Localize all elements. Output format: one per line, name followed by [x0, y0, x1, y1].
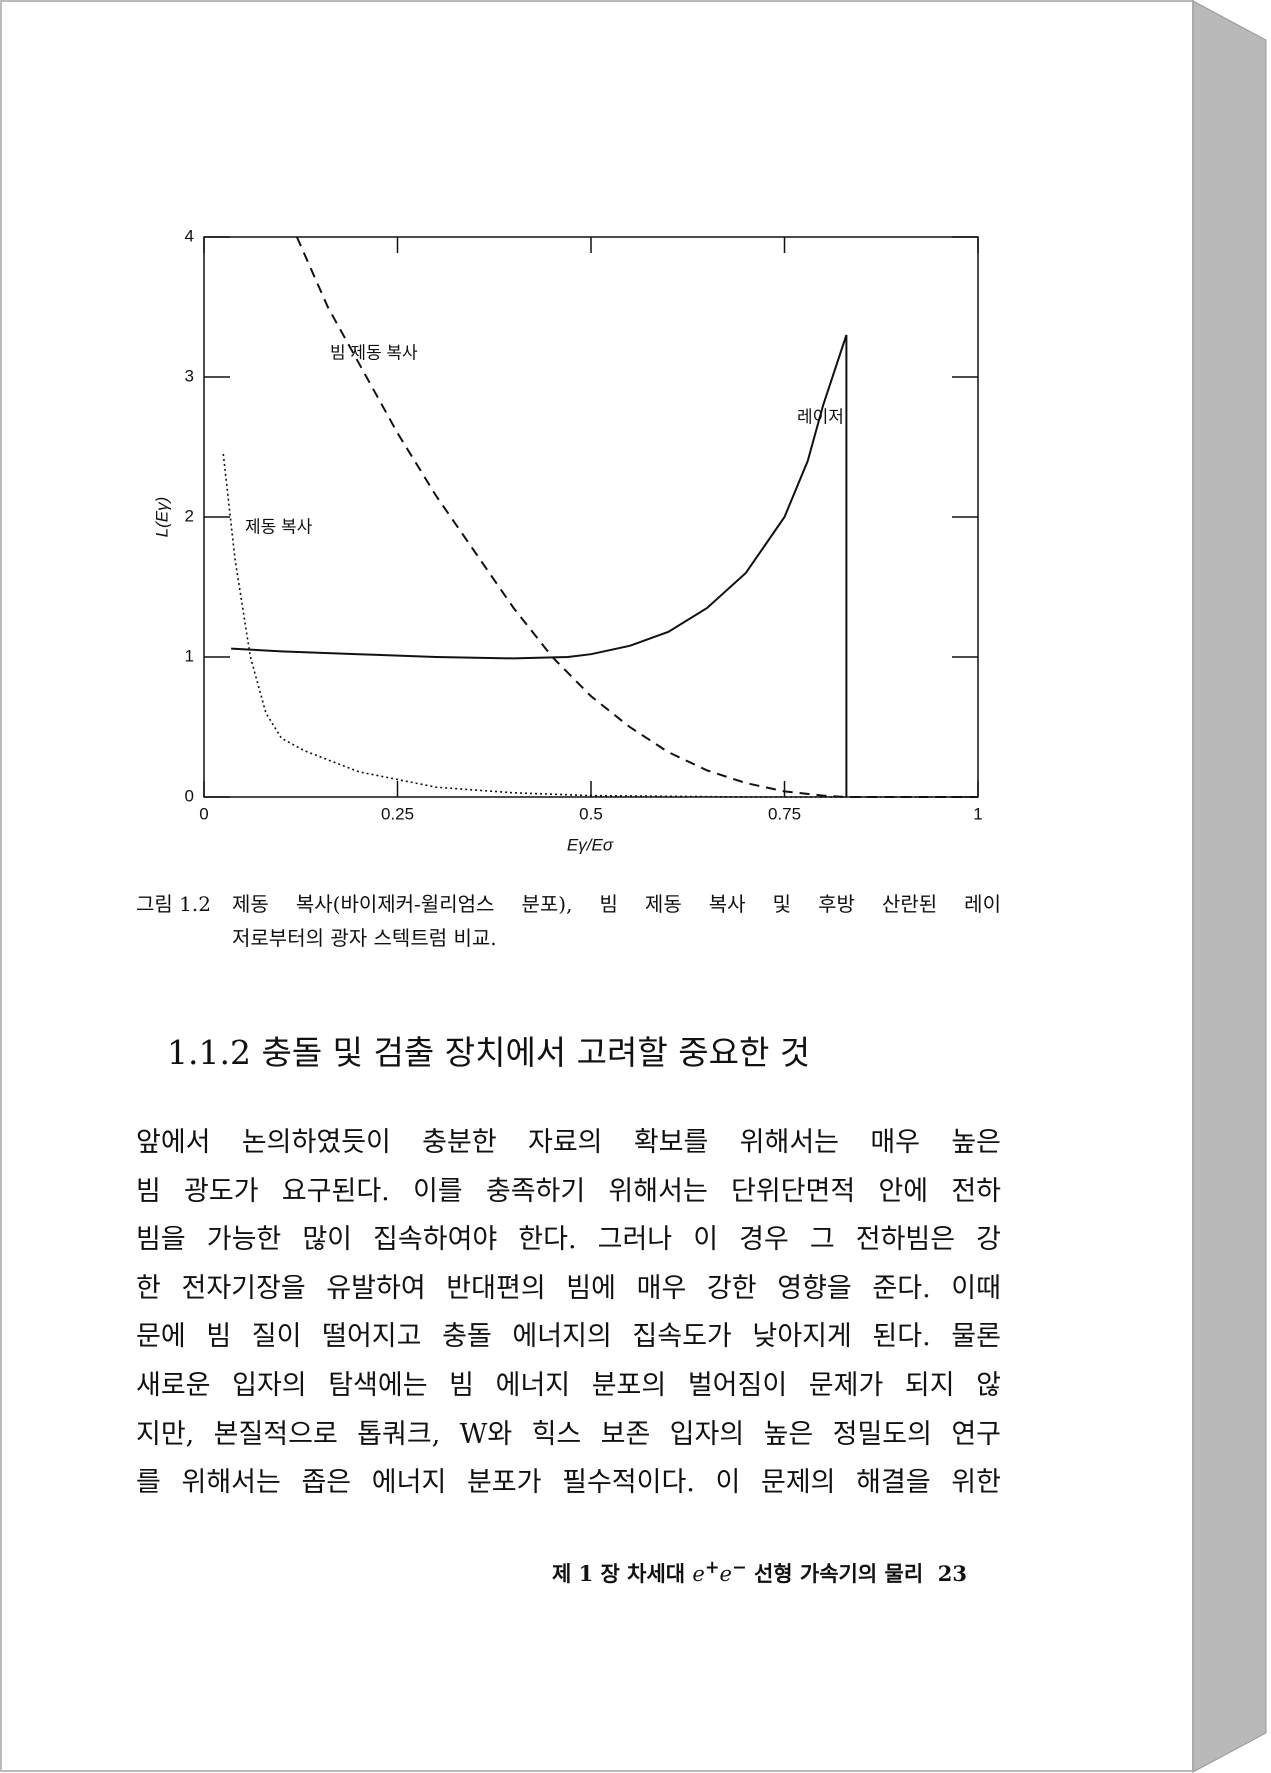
x-tick-label: 1: [973, 804, 982, 823]
series-label: 빔 제동 복사: [330, 343, 418, 362]
series-line: [231, 334, 848, 797]
footer-title: 선형 가속기의 물리: [753, 1561, 924, 1586]
series-line: [222, 453, 978, 798]
chart: Eγ/Eσ L(Eγ) 0 1 2 3 4 0 0.25 0.5 0.75 1 레이저 빔 제동 복사…: [152, 226, 982, 854]
section-heading: 1.1.2 충돌 및 검출 장치에서 고려할 중요한 것: [167, 1033, 811, 1072]
x-tick-label: 0.75: [768, 804, 801, 823]
body-line: 앞에서 논의하였듯이 충분한 자료의 확보를 위해서는 매우 높은: [136, 1127, 1001, 1158]
page-sheet: [0, 0, 1194, 1772]
body-line: 한 전자기장을 유발하여 반대편의 빔에 매우 강한 영향을 준다. 이때: [136, 1272, 1001, 1304]
footer-formula: −: [731, 1558, 747, 1578]
body-line: 빔을 가능한 많이 집속하여야 한다. 그러나 이 경우 그 전하빔은 강: [136, 1224, 1001, 1256]
footer-chapter: 제 1 장 차세대: [551, 1561, 686, 1586]
caption-line: 제동 복사(바이제커-윌리엄스 분포), 빔 제동 복사 및 후방 산란된 레이: [232, 892, 1001, 916]
plot-frame: [203, 236, 979, 798]
body-line: 를 위해서는 좁은 에너지 분포가 필수적이다. 이 문제의 해결을 위한: [136, 1467, 1001, 1499]
series-label: 레이저: [797, 407, 844, 426]
footer-formula: +: [704, 1558, 720, 1578]
y-tick-label: 3: [185, 366, 194, 385]
y-tick-label: 4: [185, 226, 194, 245]
x-tick-label: 0: [199, 804, 208, 823]
y-tick-label: 2: [185, 506, 194, 525]
caption-label: 그림 1.2: [136, 892, 211, 916]
page-edge: [1192, 0, 1267, 1773]
body-line: 빔 광도가 요구된다. 이를 충족하기 위해서는 단위단면적 안에 전하: [136, 1175, 1001, 1207]
series-line: [295, 236, 978, 798]
x-tick-label: 0.5: [579, 804, 603, 823]
body-line: 새로운 입자의 탐색에는 빔 에너지 분포의 벌어짐이 문제가 되지 않: [136, 1370, 1001, 1401]
x-axis-label: Eγ/Eσ: [567, 835, 614, 854]
y-tick-label: 0: [185, 786, 194, 805]
x-tick-label: 0.25: [381, 804, 414, 823]
body-line: 문에 빔 질이 떨어지고 충돌 에너지의 집속도가 낮아지게 된다. 물론: [136, 1321, 1001, 1353]
page-number: 23: [937, 1561, 967, 1586]
caption-line: 저로부터의 광자 스텍트럼 비교.: [232, 926, 497, 950]
footer-formula: e: [692, 1562, 705, 1586]
series-label: 제동 복사: [245, 517, 313, 536]
y-tick-label: 1: [185, 646, 194, 665]
footer-formula: e: [719, 1562, 732, 1586]
body-line: 지만, 본질적으로 톱쿼크, W와 힉스 보존 입자의 높은 정밀도의 연구: [136, 1418, 1001, 1450]
running-footer: 제 1 장 차세대 e+e− 선형 가속기의 물리 23: [552, 1558, 967, 1588]
y-axis-label: L(Eγ): [152, 497, 171, 538]
